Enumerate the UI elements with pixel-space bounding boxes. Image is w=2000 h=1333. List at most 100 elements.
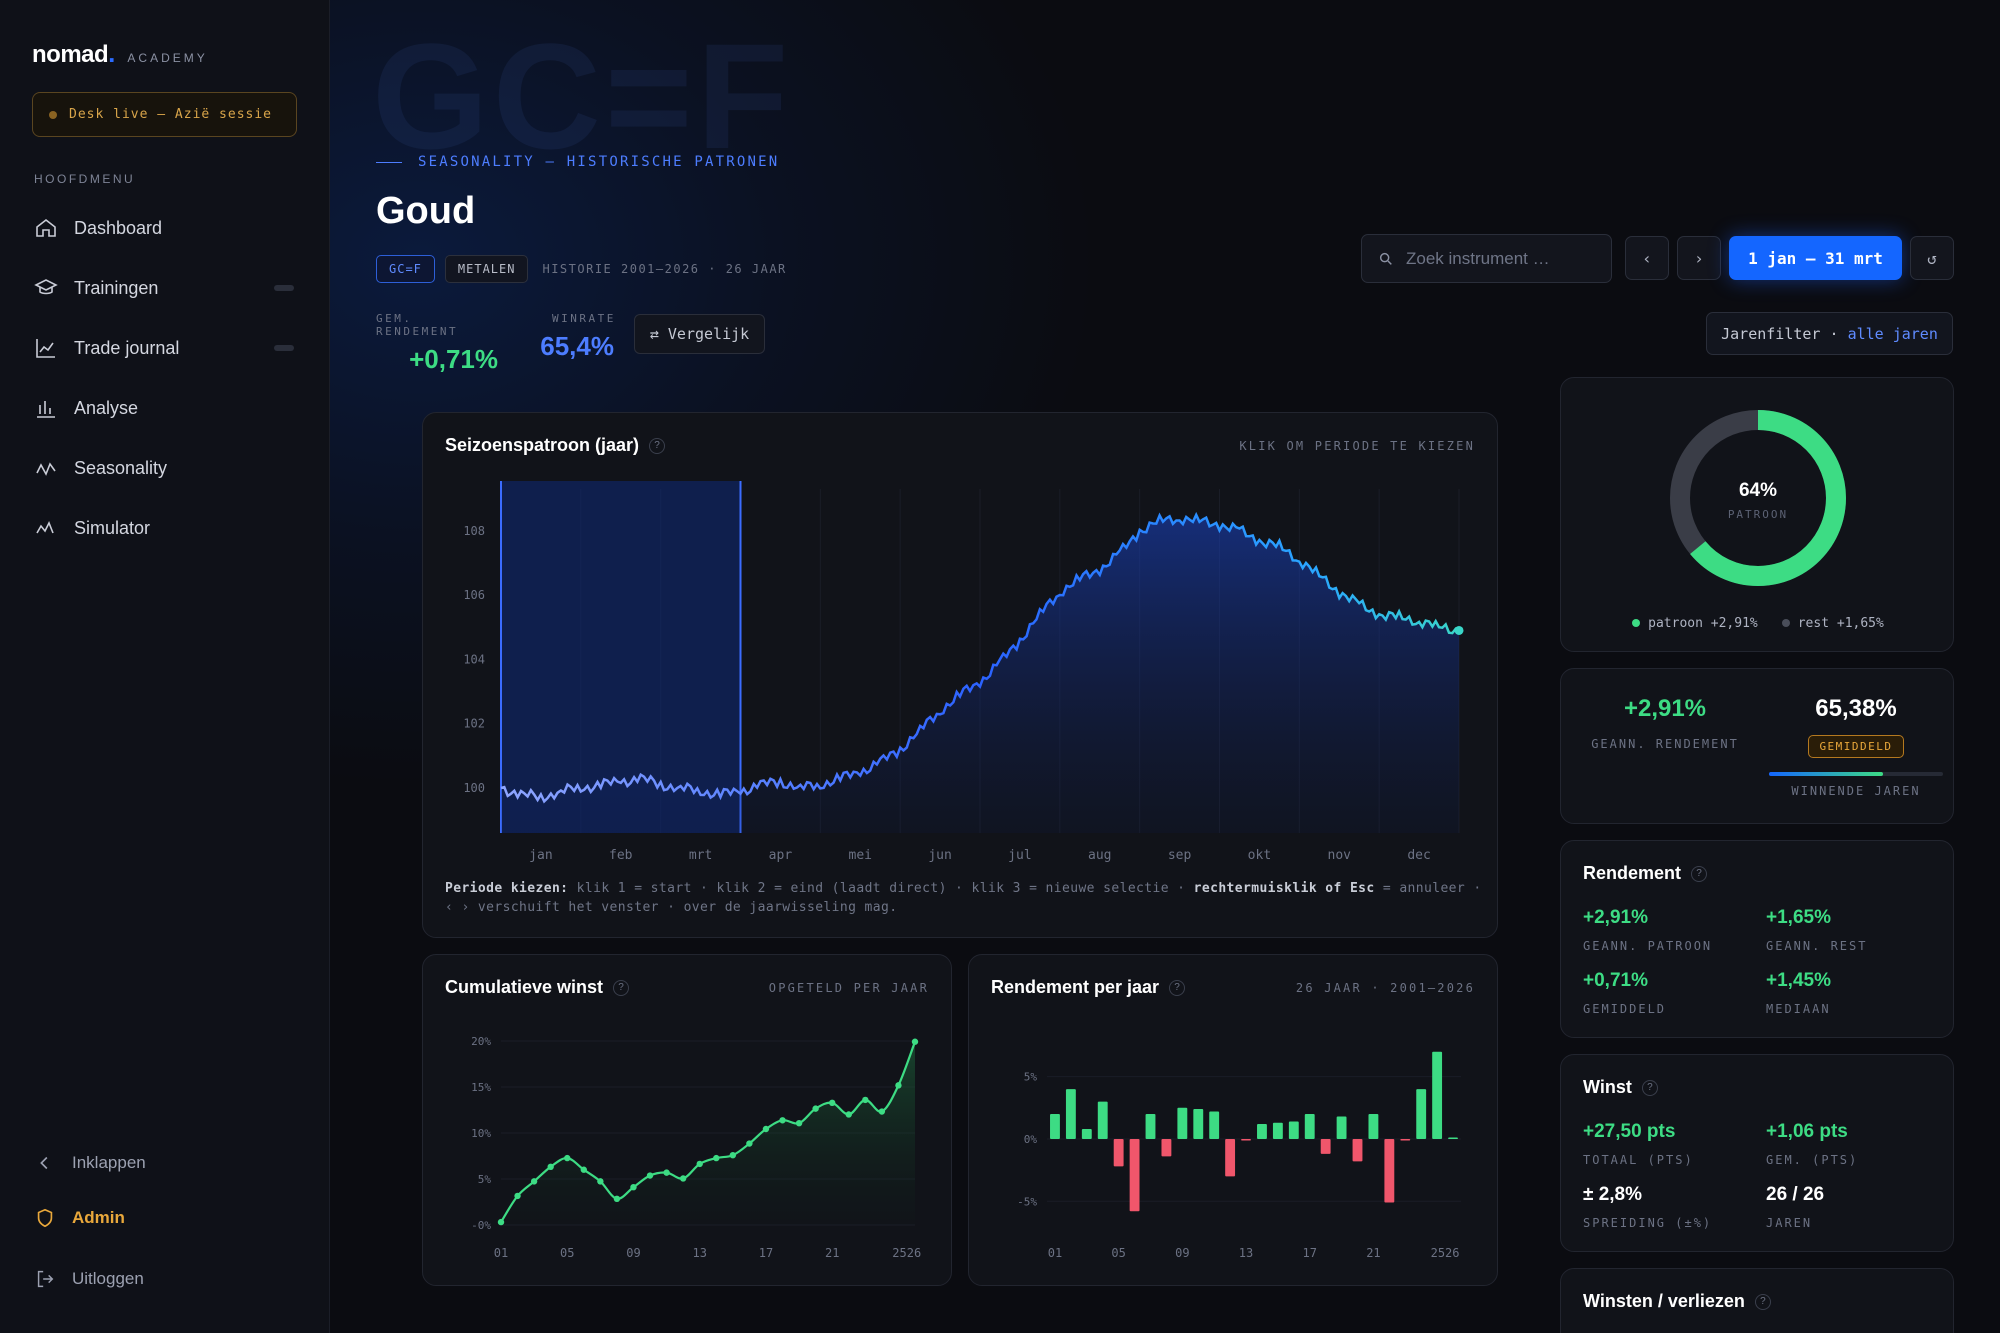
stat-value: 26 / 26 (1766, 1184, 1825, 1205)
logout-label: Uitloggen (72, 1269, 144, 1288)
sidebar-item-label: Seasonality (74, 457, 168, 478)
year-bar (1209, 1111, 1220, 1139)
next-period-button[interactable]: › (1677, 236, 1721, 280)
x-tick-label: jul (1008, 848, 1031, 863)
cumulative-point (696, 1160, 703, 1168)
x-tick-label: feb (609, 848, 633, 863)
sidebar-item-simulator[interactable]: Simulator (0, 498, 330, 558)
x-tick-label: 21 (825, 1246, 839, 1260)
x-tick-label: mei (849, 848, 872, 863)
sidebar-item-seasonality[interactable]: Seasonality (0, 438, 330, 498)
collapse-sidebar-button[interactable]: Inklappen (34, 1152, 146, 1174)
season-endpoint (1454, 625, 1464, 635)
year-bar (1272, 1122, 1283, 1139)
y-tick-label: 0% (1024, 1133, 1038, 1146)
stat-item: +1,06 pts GEM. (PTS) (1766, 1121, 1858, 1167)
cumulative-point (746, 1140, 753, 1147)
year-bar (1384, 1138, 1395, 1203)
card-title-text: Winst (1583, 1077, 1632, 1097)
cumulative-point (878, 1108, 886, 1115)
per-year-chart[interactable]: 5% 0% -5% 01 05 09 13 17 21 2526 (969, 955, 1499, 1287)
brand-dot: . (108, 38, 116, 68)
kpi-value: +0,71% (409, 344, 498, 374)
x-tick-label: 21 (1366, 1246, 1380, 1260)
year-bar (1241, 1138, 1251, 1141)
year-bar (1448, 1137, 1458, 1139)
stat-label: JAREN (1766, 1216, 1813, 1230)
card-title: Rendement per jaar? (991, 977, 1186, 998)
card-title-text: Rendement per jaar (991, 977, 1160, 997)
donut-pattern-segment (1670, 410, 1846, 586)
stat-item: ± 2,8% SPREIDING (±%) (1583, 1184, 1712, 1230)
y-tick-label: 104 (463, 652, 485, 666)
x-tick-label: sep (1168, 848, 1192, 863)
chevron-left-icon (40, 1156, 48, 1170)
cumulative-point (630, 1183, 637, 1191)
help-icon[interactable]: ? (1641, 1079, 1658, 1096)
y-tick-label: 20% (471, 1035, 491, 1048)
cumulative-point (895, 1082, 902, 1089)
stat-label: GEANN. PATROON (1583, 939, 1713, 953)
help-icon[interactable]: ? (1691, 865, 1708, 882)
cumulative-point (547, 1163, 554, 1171)
cumulative-point (812, 1105, 819, 1112)
stat-value: +1,06 pts (1766, 1121, 1848, 1142)
summary-winrate: 65,38% GEMIDDELD WINNENDE JAREN (1757, 695, 1955, 798)
year-filter-value: alle jaren (1847, 324, 1938, 343)
sidebar-item-label: Trade journal (74, 337, 180, 358)
kpi-value: 65,4% (540, 331, 614, 361)
symbol-tag: GC=F (376, 255, 435, 283)
card-note: KLIK OM PERIODE TE KIEZEN (1239, 439, 1475, 453)
summary-winrate-label: WINNENDE JAREN (1791, 784, 1921, 798)
logout-button[interactable]: Uitloggen (34, 1268, 144, 1290)
sidebar-item-trainingen[interactable]: Trainingen (0, 258, 330, 318)
year-filter-label: Jarenfilter · (1721, 324, 1839, 343)
brand-name: nomad (32, 41, 109, 68)
year-bar (1432, 1051, 1443, 1139)
stat-item: 26 / 26 JAREN (1766, 1184, 1824, 1230)
home-icon (36, 218, 56, 237)
cumulative-point (564, 1154, 571, 1162)
x-tick-label: 13 (1239, 1246, 1253, 1260)
reset-button[interactable]: ↺ (1910, 236, 1954, 280)
sidebar-item-trade-journal[interactable]: Trade journal (0, 318, 330, 378)
prev-period-button[interactable]: ‹ (1625, 236, 1669, 280)
collapse-label: Inklappen (72, 1153, 146, 1172)
cumulative-point (795, 1119, 803, 1127)
card-note: OPGETELD PER JAAR (768, 981, 929, 995)
winrate-bar-fill (1769, 772, 1883, 776)
x-tick-label: 05 (1111, 1246, 1125, 1260)
x-tick-label: 2526 (892, 1246, 921, 1260)
selected-period (501, 481, 741, 833)
help-icon[interactable]: ? (649, 437, 666, 454)
compare-button[interactable]: ⇄ Vergelijk (634, 314, 765, 354)
search-input[interactable] (1406, 248, 1596, 269)
summary-return-value: +2,91% (1623, 695, 1707, 722)
stat-item: +0,71% GEMIDDELD (1583, 970, 1666, 1016)
symbol-watermark: GC=F (372, 12, 793, 180)
cumulative-point (580, 1166, 587, 1173)
x-tick-label: jun (928, 848, 951, 863)
x-tick-label: 17 (759, 1246, 773, 1260)
card-title: Rendement? (1583, 863, 1708, 884)
admin-link[interactable]: Admin (34, 1207, 125, 1229)
brand-logo[interactable]: nomad. ACADEMY (32, 38, 208, 69)
sidebar-item-analyse[interactable]: Analyse (0, 378, 330, 438)
live-session-badge[interactable]: Desk live — Azië sessie (32, 92, 297, 137)
year-bar (1304, 1114, 1315, 1139)
main-nav: Dashboard Trainingen Trade journal Analy… (0, 198, 330, 558)
help-icon[interactable]: ? (1169, 979, 1186, 996)
search-box[interactable] (1361, 234, 1612, 283)
kpi-avg-return: GEM. RENDEMENT +0,71% (376, 312, 498, 375)
period-select-button[interactable]: 1 jan – 31 mrt (1729, 236, 1902, 280)
nav-pill-indicator (274, 285, 294, 291)
instrument-tags: GC=F METALEN HISTORIE 2001–2026 · 26 JAA… (376, 255, 787, 283)
help-icon[interactable]: ? (613, 979, 630, 996)
cumulative-chart[interactable]: -0% 5% 10% 15% 20% 01 05 09 13 17 21 2526 (423, 955, 953, 1287)
wave-icon (36, 462, 56, 476)
year-filter-dropdown[interactable]: Jarenfilter · alle jaren (1706, 312, 1953, 355)
season-chart[interactable]: 100 102 104 106 108 jan feb mrt apr mei jun jul aug s… (423, 413, 1499, 873)
y-tick-label: 10% (471, 1127, 491, 1140)
sidebar-item-dashboard[interactable]: Dashboard (0, 198, 330, 258)
help-icon[interactable]: ? (1754, 1293, 1771, 1310)
